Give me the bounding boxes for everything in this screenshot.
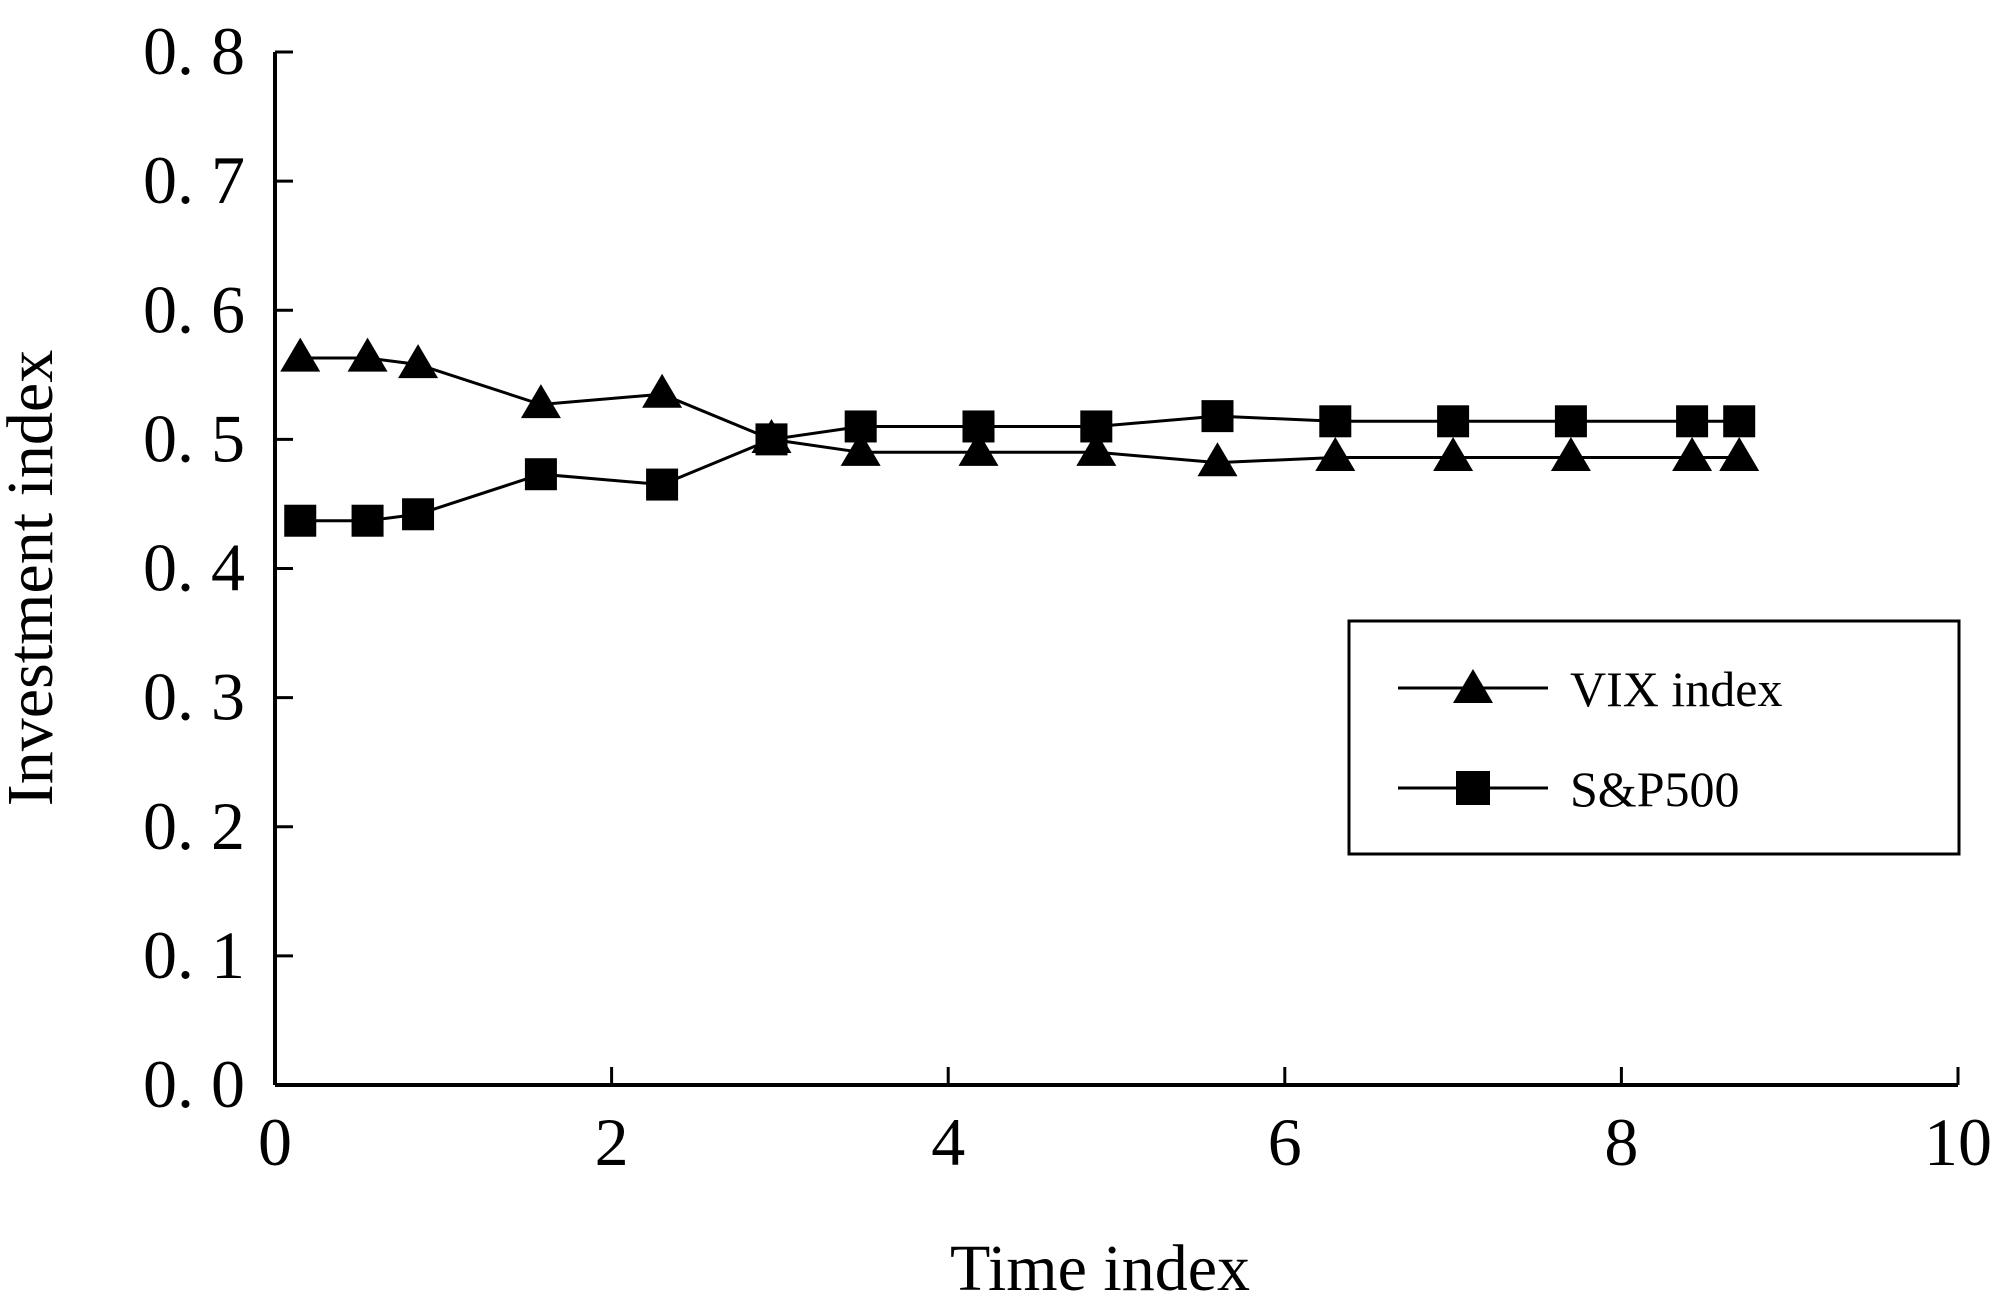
data-point-s-p500 (1676, 405, 1709, 438)
data-point-vix-index (1076, 431, 1117, 466)
data-point-s-p500 (524, 458, 557, 491)
y-tick-label: 0. 0 (143, 1046, 245, 1122)
y-tick-label: 0. 1 (143, 917, 245, 993)
x-axis-ticks: 0 2 4 6 8 10 (258, 1067, 1992, 1180)
series-line-s-p500 (300, 414, 1740, 523)
data-point-s-p500 (284, 504, 317, 537)
data-point-vix-index (1719, 437, 1760, 472)
y-tick-label: 0. 8 (143, 13, 245, 89)
data-point-vix-index (1315, 437, 1356, 472)
legend: VIX index S&P500 (1347, 619, 1961, 856)
data-point-vix-index (1197, 442, 1238, 477)
data-point-vix-index (642, 373, 683, 408)
data-point-vix-index (840, 431, 881, 466)
legend-frame (1347, 619, 1961, 856)
data-point-vix-index (1550, 437, 1591, 472)
data-point-s-p500 (1319, 405, 1352, 438)
legend-marker-vix (1453, 669, 1493, 703)
data-point-vix-index (1433, 437, 1474, 472)
y-tick-label: 0. 7 (143, 142, 245, 218)
series-line-vix-index (300, 356, 1740, 465)
data-point-s-p500 (1080, 410, 1113, 443)
legend-label-sp500: S&P500 (1570, 761, 1740, 817)
y-tick-label: 0. 5 (143, 400, 245, 476)
legend-label-vix: VIX index (1570, 661, 1782, 717)
legend-marker-sp500 (1456, 771, 1490, 805)
data-point-s-p500 (1201, 400, 1234, 433)
data-point-s-p500 (1554, 405, 1587, 438)
data-point-vix-index (958, 431, 999, 466)
data-point-s-p500 (646, 468, 679, 501)
data-point-vix-index (1672, 437, 1713, 472)
y-axis-title: Investment index (0, 350, 67, 806)
x-tick-label: 6 (1268, 1104, 1302, 1180)
x-tick-label: 0 (258, 1104, 292, 1180)
data-point-s-p500 (755, 423, 788, 456)
data-point-s-p500 (962, 410, 995, 443)
data-point-s-p500 (1723, 405, 1756, 438)
y-tick-label: 0. 3 (143, 659, 245, 735)
y-tick-label: 0. 2 (143, 788, 245, 864)
data-point-s-p500 (402, 498, 435, 531)
data-point-vix-index (347, 337, 388, 372)
axes (273, 52, 1958, 1087)
x-axis-title: Time index (950, 1232, 1250, 1305)
series-group (280, 337, 1760, 537)
x-tick-label: 10 (1924, 1104, 1992, 1180)
data-point-s-p500 (1437, 405, 1470, 438)
data-point-s-p500 (844, 410, 877, 443)
y-axis-ticks: 0. 0 0. 1 0. 2 0. 3 0. 4 0. 5 0. 6 0. 7 0. 8 (143, 13, 293, 1122)
data-point-vix-index (398, 344, 439, 379)
data-point-vix-index (520, 384, 561, 419)
data-point-vix-index (280, 337, 321, 372)
y-tick-label: 0. 6 (143, 271, 245, 347)
y-tick-label: 0. 4 (143, 530, 245, 606)
x-tick-label: 2 (595, 1104, 629, 1180)
x-tick-label: 4 (931, 1104, 965, 1180)
data-point-s-p500 (351, 504, 384, 537)
x-tick-label: 8 (1604, 1104, 1638, 1180)
